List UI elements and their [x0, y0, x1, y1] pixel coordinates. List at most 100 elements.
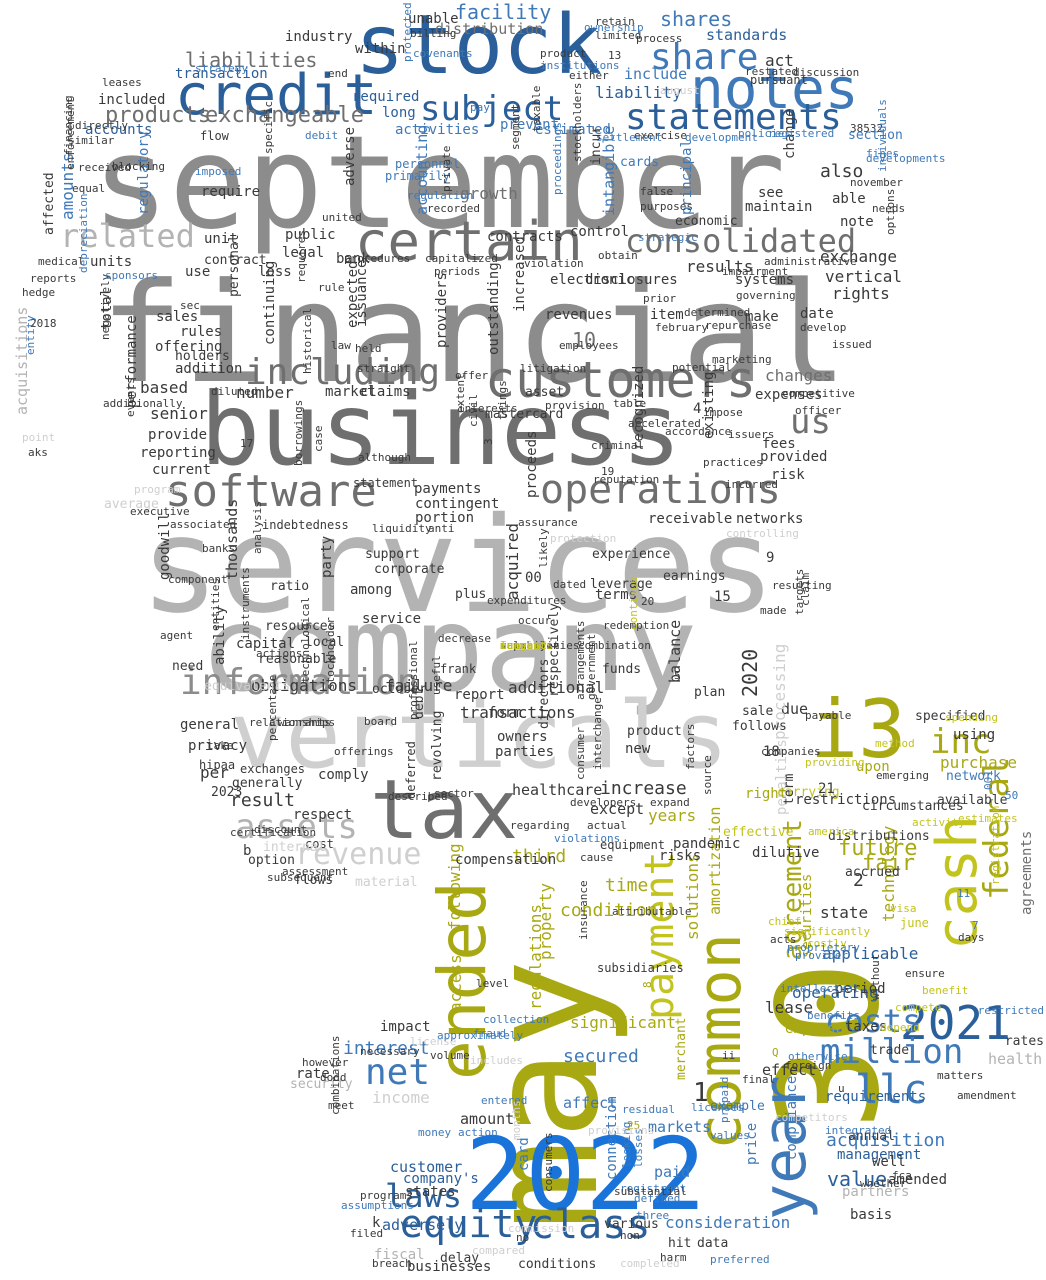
- word-cloud-word: either: [569, 69, 609, 82]
- word-cloud-word: payments: [414, 481, 482, 497]
- word-cloud-word: k: [372, 1215, 381, 1231]
- word-cloud-word: 9: [766, 550, 775, 566]
- word-cloud-word: table: [613, 397, 647, 410]
- word-cloud-word: covenants: [413, 47, 473, 60]
- word-cloud-word: dilutive: [752, 845, 820, 861]
- word-cloud-word: diluted: [211, 385, 258, 398]
- word-cloud-word: fines: [866, 147, 900, 160]
- word-cloud-word: well: [872, 1154, 906, 1170]
- word-cloud-word: reasonable: [258, 652, 337, 667]
- word-cloud-word: certification: [230, 826, 317, 839]
- word-cloud-word: merchant: [674, 1017, 689, 1080]
- word-cloud-word: increased: [512, 236, 528, 312]
- word-cloud-word: health: [988, 1050, 1043, 1068]
- word-cloud-word: 2022: [465, 1116, 706, 1233]
- word-cloud-word: dodd: [320, 1071, 347, 1084]
- word-cloud-word: senior: [150, 404, 208, 423]
- word-cloud-word: collection: [483, 1013, 550, 1026]
- word-cloud-word: years: [648, 806, 697, 825]
- word-cloud-word: pandemic: [673, 836, 741, 852]
- word-cloud-word: rate: [296, 1066, 330, 1082]
- word-cloud-word: network: [946, 769, 1001, 784]
- word-cloud-word: include: [624, 65, 688, 83]
- word-cloud-word: adverse: [342, 126, 358, 186]
- word-cloud-word: example: [710, 1099, 765, 1114]
- word-cloud-word: financial: [100, 253, 848, 414]
- word-cloud-word: money: [418, 1126, 452, 1139]
- word-cloud-word: accelerated: [628, 417, 701, 430]
- word-cloud-word: software: [165, 466, 377, 517]
- word-cloud-word: expected: [345, 260, 361, 328]
- word-cloud-word: june: [900, 916, 929, 930]
- word-cloud-word: insurance: [577, 880, 590, 940]
- word-cloud-word: provisions: [588, 1124, 655, 1137]
- word-cloud-word: sector: [434, 787, 474, 800]
- word-cloud-word: data: [697, 1236, 729, 1251]
- word-cloud-word: development: [685, 131, 758, 144]
- word-cloud-word: 21: [818, 781, 835, 797]
- word-cloud-word: general: [180, 717, 240, 733]
- word-cloud-word: whether: [860, 1177, 907, 1190]
- word-cloud-word: registered: [768, 127, 835, 140]
- word-cloud-word: average: [104, 497, 159, 512]
- word-cloud-word: competitive: [782, 387, 855, 400]
- word-cloud-word: laws: [385, 1177, 463, 1215]
- word-cloud-word: long: [382, 105, 416, 121]
- word-cloud-word: inc: [930, 722, 992, 762]
- word-cloud-word: 001: [982, 770, 995, 790]
- word-cloud-word: associated: [170, 518, 237, 531]
- word-cloud-word: liability: [595, 83, 682, 102]
- word-cloud-word: value: [827, 1167, 888, 1191]
- word-cloud-word: effect: [762, 1061, 817, 1079]
- word-cloud-word: similar: [68, 134, 115, 147]
- word-cloud-word: significantly: [784, 925, 871, 938]
- word-cloud-word: company: [200, 580, 698, 718]
- word-cloud-word: delay: [440, 1251, 480, 1266]
- word-cloud-word: use: [185, 264, 211, 280]
- word-cloud-word: civil: [467, 393, 480, 427]
- word-cloud-word: industry: [285, 29, 353, 45]
- word-cloud-word: emerging: [876, 769, 929, 782]
- word-cloud-word: cause: [580, 851, 614, 864]
- word-cloud-word: failure: [385, 676, 453, 695]
- word-cloud-word: cost: [305, 837, 334, 851]
- word-cloud-word: generally: [232, 776, 303, 791]
- word-cloud-word: volume: [430, 1049, 470, 1062]
- word-cloud-word: settlement: [596, 131, 663, 144]
- word-cloud-word: act: [765, 51, 794, 70]
- word-cloud-word: providers: [434, 272, 450, 348]
- word-cloud-word: margin: [500, 639, 540, 652]
- word-cloud-word: provision: [545, 399, 605, 412]
- word-cloud-word: october: [372, 682, 427, 697]
- word-cloud-word: february: [655, 321, 708, 334]
- word-cloud-word: benefits: [807, 1009, 860, 1022]
- word-cloud-word: 2: [853, 870, 864, 891]
- word-cloud-word: legal: [282, 245, 325, 261]
- word-cloud-word: criminal: [591, 439, 644, 452]
- word-cloud-word: rates: [1004, 1034, 1044, 1049]
- word-cloud-word: comply: [318, 767, 369, 783]
- word-cloud-word: method: [875, 737, 915, 750]
- word-cloud-word: potential: [672, 361, 732, 374]
- word-cloud-word: acts: [770, 933, 797, 946]
- word-cloud-word: component: [168, 573, 228, 586]
- word-cloud-word: class: [530, 1202, 651, 1248]
- word-cloud-word: security: [290, 1077, 353, 1092]
- word-cloud-word: regulation: [407, 189, 474, 202]
- word-cloud-word: revenues: [545, 307, 613, 323]
- word-cloud-word: commission: [508, 1222, 575, 1235]
- word-cloud-word: resulting: [772, 579, 832, 592]
- word-cloud-word: expenditures: [487, 594, 567, 607]
- word-cloud-word: owners: [497, 729, 548, 745]
- word-cloud-word: 5: [674, 669, 681, 682]
- word-cloud-word: credit: [175, 63, 378, 128]
- word-cloud-word: required: [352, 89, 420, 105]
- word-cloud-word: subsequent: [267, 871, 334, 884]
- word-cloud-word: primarily: [385, 169, 451, 183]
- word-cloud-word: indebtedness: [262, 518, 349, 532]
- word-cloud-word: 11: [957, 887, 971, 900]
- word-cloud-word: taxable: [530, 85, 543, 132]
- word-cloud-word: bank: [336, 251, 370, 267]
- word-cloud-word: transaction: [175, 66, 268, 82]
- word-cloud-word: healthcare: [512, 781, 603, 799]
